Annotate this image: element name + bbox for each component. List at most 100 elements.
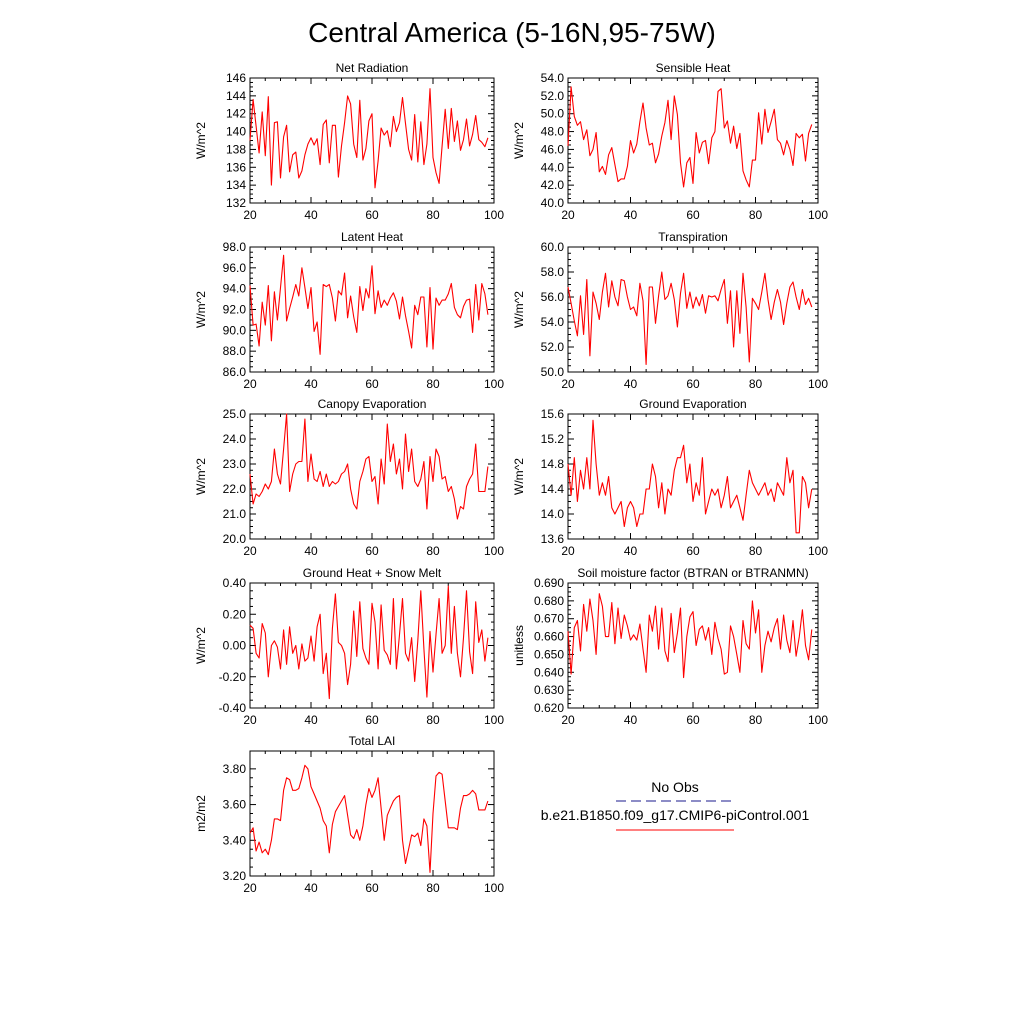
x-tick-label: 60 bbox=[365, 713, 379, 727]
series-line bbox=[249, 764, 489, 873]
x-tick-label: 80 bbox=[426, 208, 440, 222]
x-tick-label: 40 bbox=[624, 713, 638, 727]
x-tick-label: 80 bbox=[749, 713, 763, 727]
y-tick-label: 3.40 bbox=[223, 833, 247, 847]
chart-title: Latent Heat bbox=[341, 230, 404, 244]
y-tick-label: 54.0 bbox=[541, 315, 565, 329]
y-tick-label: 0.20 bbox=[223, 607, 247, 621]
x-tick-label: 40 bbox=[304, 544, 318, 558]
y-tick-label: 0.630 bbox=[534, 683, 564, 697]
x-tick-label: 100 bbox=[484, 713, 504, 727]
chart-title: Transpiration bbox=[658, 230, 728, 244]
chart-canopy-evaporation: Canopy Evaporation W/m^2 20.0 21.0 22.0 23.0 2… bbox=[194, 397, 504, 558]
y-axis-label: W/m^2 bbox=[194, 122, 208, 159]
chart-title: Sensible Heat bbox=[656, 61, 731, 75]
x-tick-label: 100 bbox=[484, 881, 504, 895]
series-line bbox=[249, 254, 489, 355]
x-tick-label: 20 bbox=[243, 208, 257, 222]
chart-title: Total LAI bbox=[349, 734, 396, 748]
y-axis-label: W/m^2 bbox=[512, 458, 526, 495]
chart-sensible-heat: Sensible Heat W/m^2 40.0 42.0 44.0 46.0 48.0 50… bbox=[512, 61, 828, 222]
x-tick-label: 100 bbox=[808, 544, 828, 558]
plot-frame bbox=[567, 246, 819, 373]
y-tick-label: 0.660 bbox=[534, 630, 564, 644]
y-tick-label: 88.0 bbox=[223, 344, 247, 358]
x-tick-label: 60 bbox=[365, 208, 379, 222]
x-tick-label: 60 bbox=[686, 377, 700, 391]
y-tick-label: -0.40 bbox=[219, 701, 247, 715]
x-tick-label: 100 bbox=[484, 208, 504, 222]
y-tick-label: 21.0 bbox=[223, 507, 247, 521]
y-tick-label: 3.80 bbox=[223, 762, 247, 776]
x-tick-label: 40 bbox=[624, 208, 638, 222]
y-tick-label: 0.640 bbox=[534, 665, 564, 679]
panel-grid: Net Radiation W/m^2 132 134 136 138 140 142 144 1… bbox=[194, 61, 828, 895]
legend-model-label: b.e21.B1850.f09_g17.CMIP6-piControl.001 bbox=[541, 807, 810, 823]
chart-title: Soil moisture factor (BTRAN or BTRANMN) bbox=[577, 566, 808, 580]
y-tick-label: 98.0 bbox=[223, 240, 247, 254]
chart-ground-evaporation: Ground Evaporation W/m^2 13.6 14.0 14.4 14.8 1… bbox=[512, 397, 828, 558]
y-tick-label: 14.0 bbox=[541, 507, 565, 521]
x-tick-label: 60 bbox=[365, 881, 379, 895]
series-line bbox=[567, 86, 813, 188]
y-tick-label: 52.0 bbox=[541, 340, 565, 354]
plot-frame bbox=[249, 77, 495, 204]
y-tick-label: 134 bbox=[226, 178, 246, 192]
series-line bbox=[567, 593, 813, 679]
legend-obs-label: No Obs bbox=[651, 779, 698, 795]
x-tick-label: 80 bbox=[749, 208, 763, 222]
y-tick-label: -0.20 bbox=[219, 670, 247, 684]
series-line bbox=[567, 419, 813, 534]
y-tick-label: 0.620 bbox=[534, 701, 564, 715]
y-tick-label: 0.690 bbox=[534, 576, 564, 590]
series-line bbox=[249, 585, 489, 700]
y-tick-label: 20.0 bbox=[223, 532, 247, 546]
x-tick-label: 60 bbox=[686, 713, 700, 727]
chart-title: Net Radiation bbox=[336, 61, 409, 75]
legend: No Obs b.e21.B1850.f09_g17.CMIP6-piContr… bbox=[541, 779, 810, 831]
y-tick-label: 92.0 bbox=[223, 303, 247, 317]
series-line bbox=[567, 271, 813, 366]
chart-title: Ground Heat + Snow Melt bbox=[303, 566, 442, 580]
y-tick-label: 25.0 bbox=[223, 407, 247, 421]
x-tick-label: 20 bbox=[243, 713, 257, 727]
y-tick-label: 3.20 bbox=[223, 869, 247, 883]
x-tick-label: 80 bbox=[426, 544, 440, 558]
y-tick-label: 60.0 bbox=[541, 240, 565, 254]
x-tick-label: 100 bbox=[808, 377, 828, 391]
y-axis-label: unitless bbox=[512, 625, 526, 666]
y-tick-label: 52.0 bbox=[541, 89, 565, 103]
x-tick-label: 20 bbox=[561, 713, 575, 727]
x-tick-label: 60 bbox=[686, 544, 700, 558]
y-tick-label: 46.0 bbox=[541, 142, 565, 156]
plot-frame bbox=[249, 413, 495, 540]
chart-total-lai: Total LAI m2/m2 3.20 3.40 3.60 3.80 20 40 60 80 10… bbox=[194, 734, 504, 895]
y-tick-label: 44.0 bbox=[541, 160, 565, 174]
y-tick-label: 96.0 bbox=[223, 261, 247, 275]
y-axis-label: W/m^2 bbox=[194, 458, 208, 495]
y-tick-label: 90.0 bbox=[223, 323, 247, 337]
y-tick-label: 13.6 bbox=[541, 532, 565, 546]
x-tick-label: 40 bbox=[624, 377, 638, 391]
x-tick-label: 20 bbox=[243, 377, 257, 391]
x-tick-label: 80 bbox=[749, 544, 763, 558]
x-tick-label: 40 bbox=[304, 377, 318, 391]
x-tick-label: 60 bbox=[365, 377, 379, 391]
y-tick-label: 3.60 bbox=[223, 798, 247, 812]
x-tick-label: 100 bbox=[808, 713, 828, 727]
y-tick-label: 14.8 bbox=[541, 457, 565, 471]
y-tick-label: 142 bbox=[226, 107, 246, 121]
x-tick-label: 80 bbox=[749, 377, 763, 391]
y-axis-label: W/m^2 bbox=[512, 122, 526, 159]
y-axis-label: W/m^2 bbox=[512, 291, 526, 328]
y-tick-label: 132 bbox=[226, 196, 246, 210]
y-tick-label: 56.0 bbox=[541, 290, 565, 304]
y-tick-label: 0.680 bbox=[534, 594, 564, 608]
x-tick-label: 20 bbox=[561, 544, 575, 558]
x-tick-label: 60 bbox=[686, 208, 700, 222]
y-tick-label: 136 bbox=[226, 160, 246, 174]
x-tick-label: 20 bbox=[561, 377, 575, 391]
y-tick-label: 58.0 bbox=[541, 265, 565, 279]
x-tick-label: 20 bbox=[561, 208, 575, 222]
